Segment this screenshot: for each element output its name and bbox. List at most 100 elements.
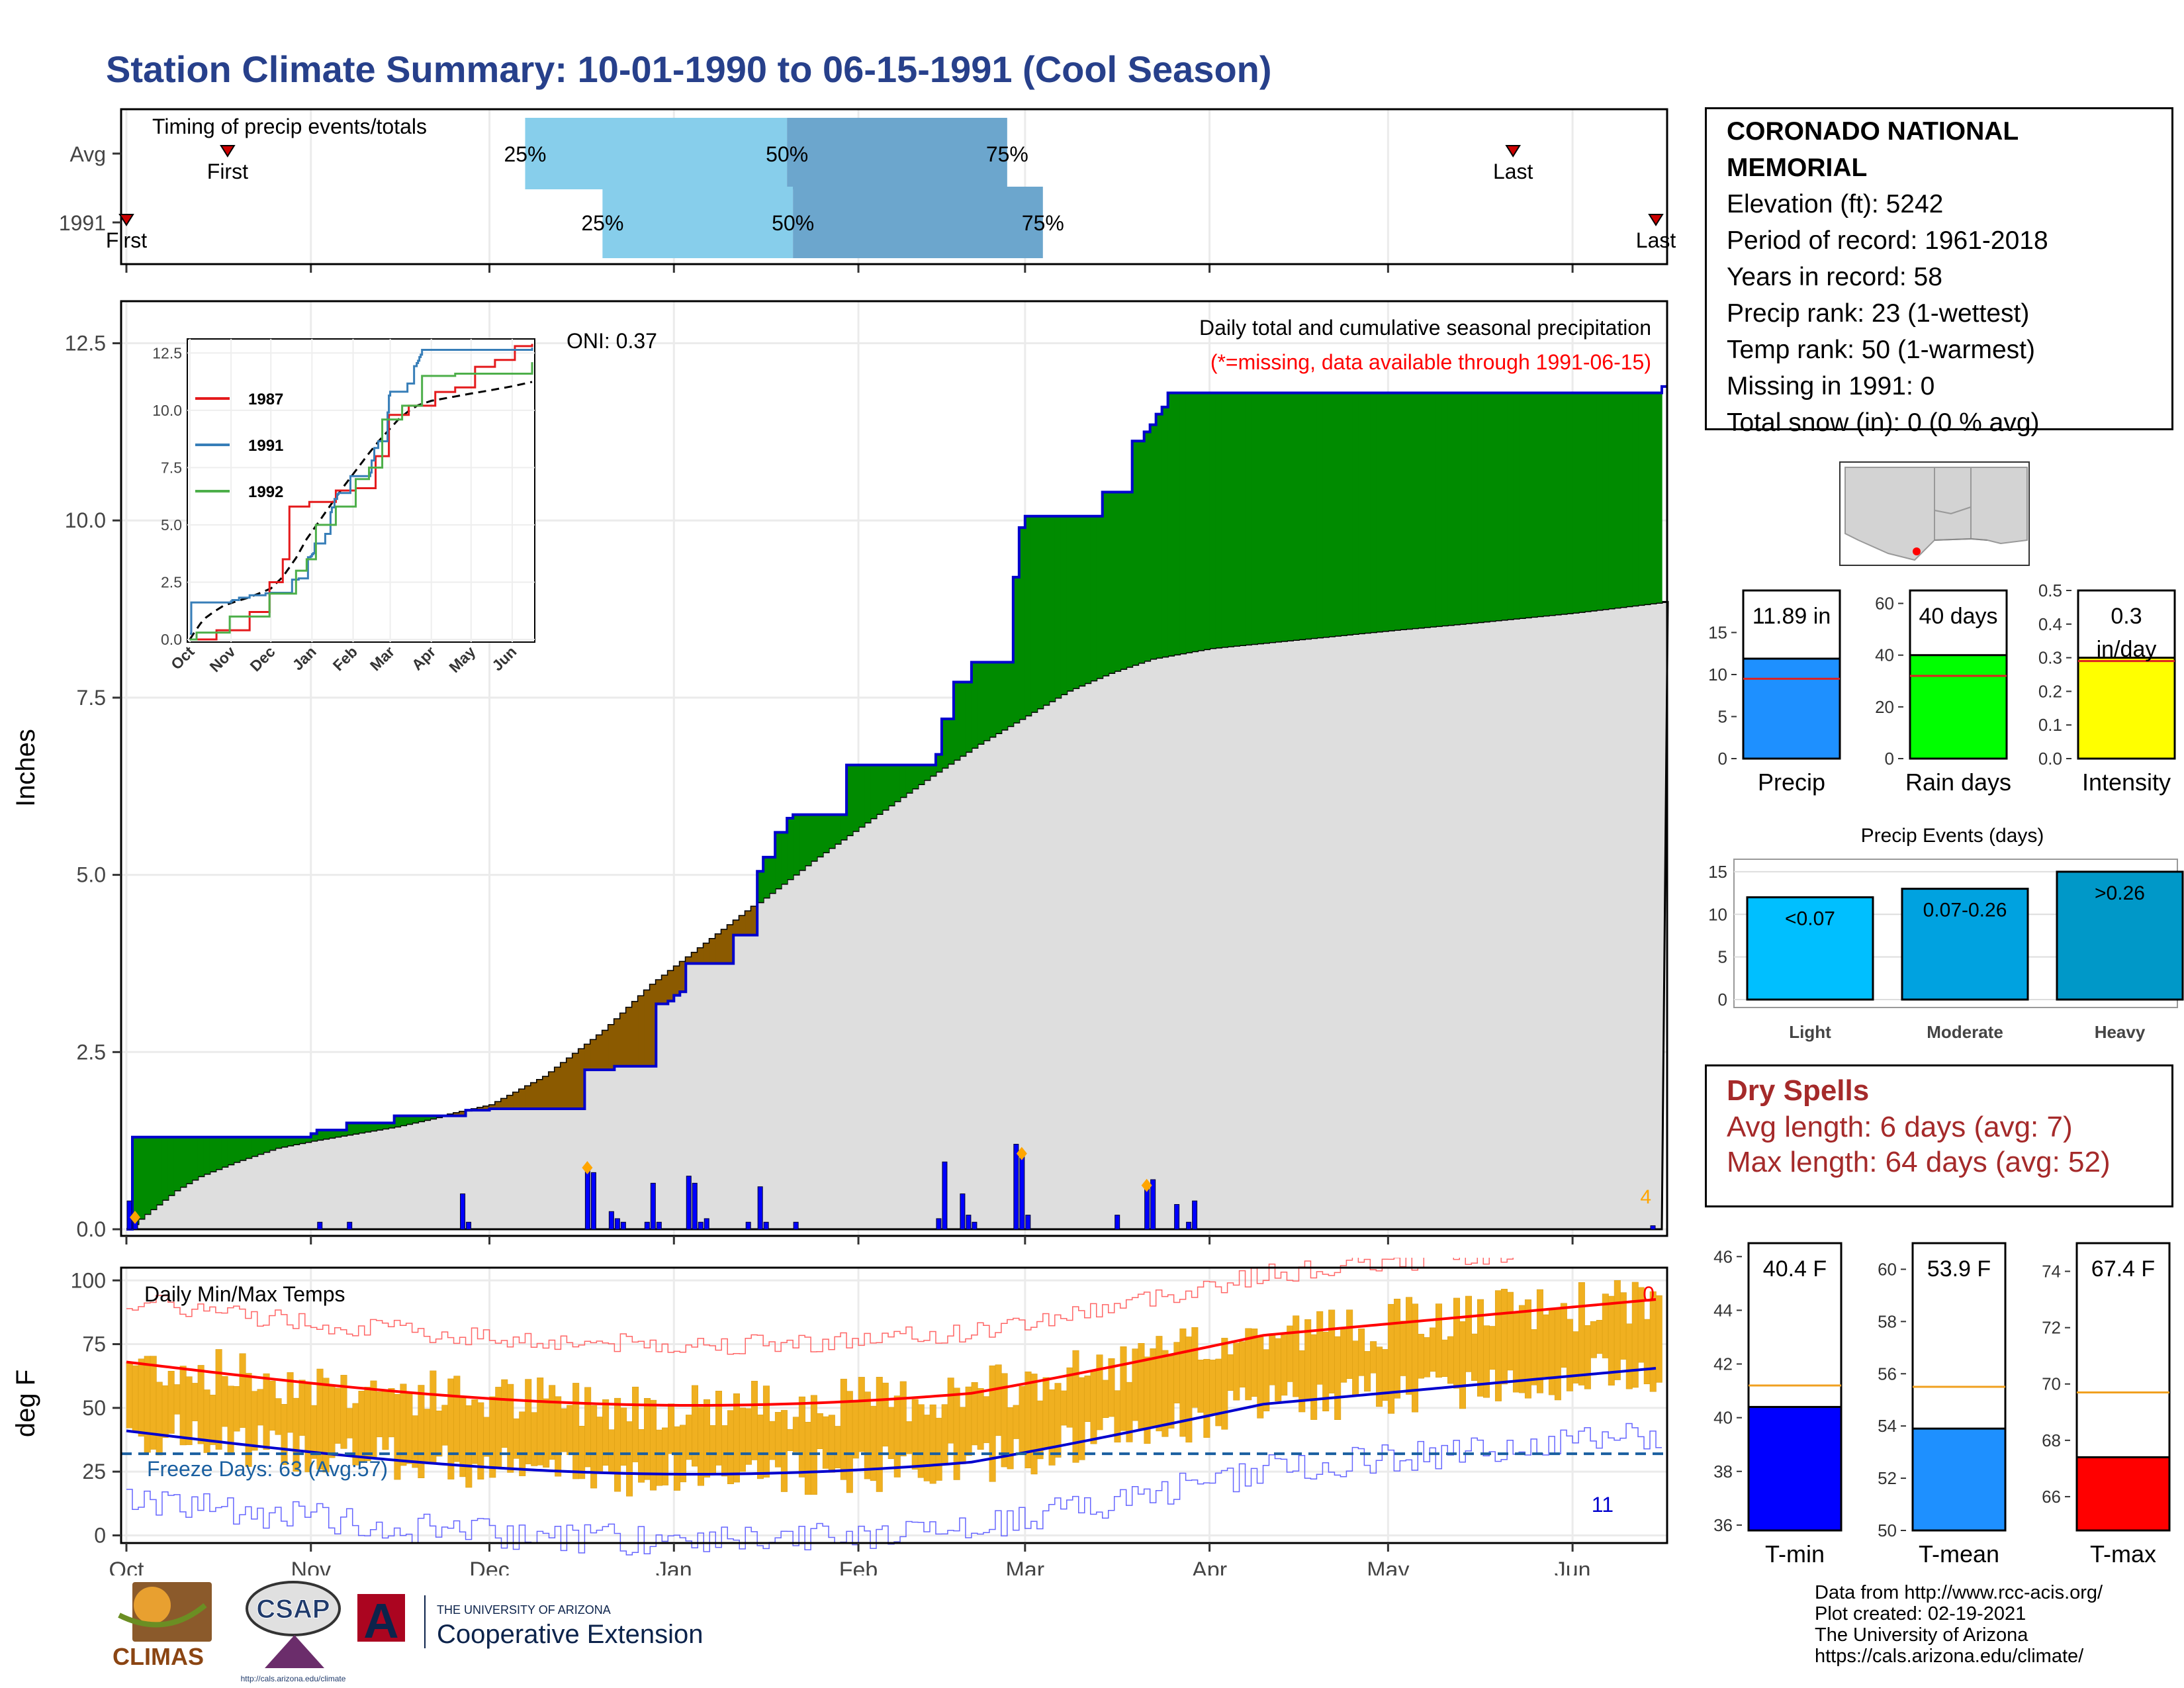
inset-xtick-label: May [445,643,478,676]
temp-title: Daily Min/Max Temps [144,1282,345,1306]
precip-below-column [650,984,657,1066]
events-xtick-label: Light [1789,1022,1831,1042]
temp-ytick-label: 25 [82,1460,106,1483]
precip-above-column [1489,393,1496,621]
mini-ytick-label: 0.0 [2038,749,2062,769]
precip-above-column [1400,393,1406,630]
temp-ytick-label: 75 [82,1333,106,1356]
temp-range-bar [626,1421,633,1497]
temp-range-bar [406,1391,413,1464]
temp-range-bar [1233,1342,1240,1401]
mini-ytick-label: 38 [1713,1462,1733,1481]
precip-above-column [1352,393,1359,634]
temp-range-bar [965,1386,972,1456]
precip-above-column [1358,393,1365,633]
temp-range-bar [1120,1346,1127,1431]
precip-above-column [971,662,978,748]
precip-above-column [1161,406,1169,657]
precip-below-column [721,929,728,964]
precip-below-column [531,1083,538,1109]
precip-above-column [298,1137,306,1143]
temp-range-bar [1293,1315,1300,1397]
temp-range-bar [555,1396,562,1477]
precip-ytick-label: 0.0 [77,1217,106,1241]
precip-above-column [876,765,883,814]
temp-range-bar [1584,1325,1591,1389]
precip-above-column [376,1123,383,1130]
timeline-q1-bar [602,187,794,258]
precip-above-column [1042,516,1050,705]
temp-range-bar [1482,1325,1490,1398]
temp-range-bar [947,1378,954,1444]
timeline-pct-label: 25% [504,142,546,166]
precip-daily-bar [942,1161,948,1230]
temp-range-bar [126,1362,133,1429]
temp-range-bar [161,1385,169,1438]
temp-range-bar [167,1371,175,1434]
precip-above-column [275,1137,282,1148]
precip-above-column [763,857,770,898]
precip-above-column [1531,393,1537,617]
dry-spells-avg: Avg length: 6 days (avg: 7) [1727,1111,2073,1143]
temp-range-bar [1643,1319,1651,1385]
temp-range-bar [810,1395,817,1495]
temp-range-bar [1435,1303,1443,1378]
precip-above-column [1501,393,1508,620]
temp-range-bar [179,1366,187,1446]
precip-above-column [1525,393,1531,618]
precip-above-column [233,1137,240,1162]
temp-xtick-label: Mar [1006,1558,1045,1575]
precip-below-column [501,1099,508,1109]
precip-above-column [1197,393,1205,651]
temp-range-bar [1596,1319,1603,1354]
precip-above-column [191,1137,199,1180]
temp-range-bar [602,1399,610,1466]
precip-above-column [899,765,907,797]
precip-below-column [709,939,716,964]
timeline-pct-label: 50% [766,142,808,166]
precip-above-column [150,1137,157,1209]
temp-range-bar [424,1409,431,1462]
precip-below-column [453,1113,461,1116]
temp-range-bar [1150,1348,1157,1427]
mini-bar-value-label: 40.4 F [1763,1256,1827,1282]
temp-range-bar [1310,1334,1318,1420]
precip-above-column [1203,393,1210,649]
precip-above-column [209,1137,216,1172]
temp-range-bar [1060,1390,1068,1426]
temp-range-bar [804,1421,811,1495]
precip-below-column [584,1045,591,1070]
temp-range-bar [774,1412,782,1468]
precip-above-column [1293,393,1300,640]
station-snow: Total snow (in): 0 (0 % avg) [1727,408,2040,437]
precip-above-column [781,832,788,884]
precip-below-column [543,1076,550,1109]
temp-record-max-line [126,1258,1514,1355]
precip-above-column [947,719,954,764]
temp-range-bar [281,1404,288,1465]
temp-range-bar [1197,1360,1205,1413]
precip-daily-bar [960,1193,966,1230]
timeline-marker-label: Last [1493,160,1533,183]
precip-below-column [483,1106,490,1111]
precip-below-column [733,920,740,935]
inset-ytick-label: 12.5 [152,344,182,361]
precip-above-column [1066,516,1073,691]
temp-range-bar [412,1415,419,1468]
precip-above-column [811,814,817,861]
precip-below-column [656,980,662,1004]
precip-below-column [519,1089,526,1109]
temp-range-bar [1542,1314,1549,1378]
temp-range-bar [1281,1335,1288,1396]
page-title: Station Climate Summary: 10-01-1990 to 0… [106,48,1272,90]
precip-above-column [245,1137,252,1158]
temp-range-bar [418,1385,425,1478]
temp-range-bar [608,1429,615,1474]
precip-above-column [1614,393,1621,608]
precip-above-column [1233,393,1240,646]
temp-range-bar [1376,1346,1383,1407]
precip-above-column [293,1137,300,1145]
temp-range-bar [983,1396,990,1443]
precip-above-column [1120,492,1127,669]
temp-range-bar [1227,1354,1234,1391]
